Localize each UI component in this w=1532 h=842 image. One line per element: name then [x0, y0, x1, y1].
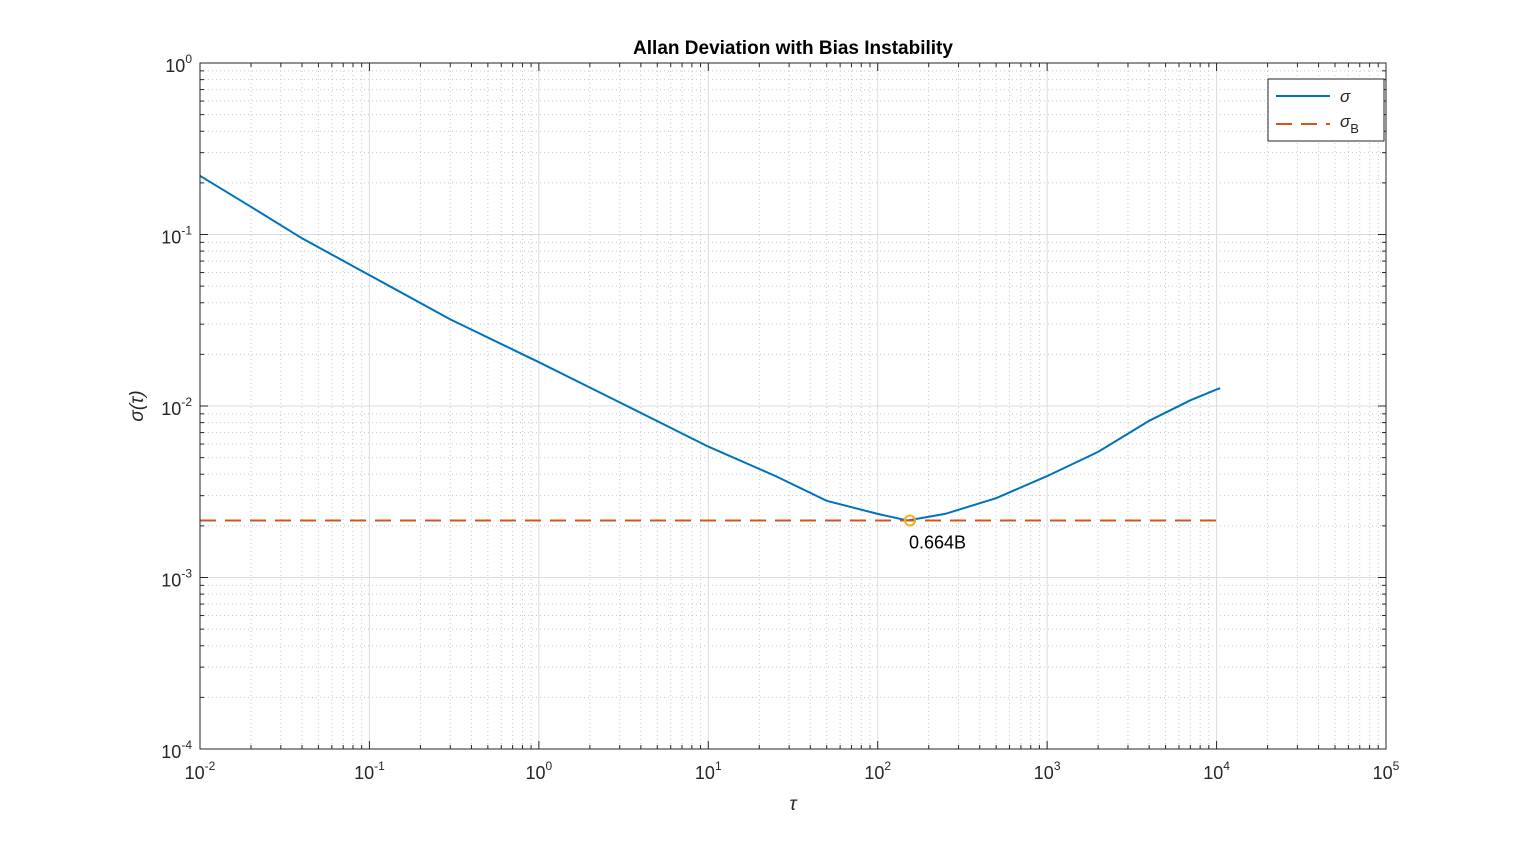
y-tick-label: 10-3: [161, 567, 192, 591]
x-tick-label: 10-2: [185, 759, 216, 783]
legend-sigma-label: σ: [1340, 87, 1351, 106]
minimum-annotation: 0.664B: [909, 532, 966, 552]
x-tick-exponent: 0: [546, 759, 553, 773]
x-tick-label: 105: [1373, 759, 1400, 783]
x-tick-label: 102: [864, 759, 891, 783]
legend: σ σB: [1267, 78, 1385, 142]
series-sigma-line: [199, 174, 1221, 522]
legend-box: [1267, 78, 1385, 142]
y-axis-label: σ(τ): [127, 390, 148, 421]
x-tick-exponent: 2: [884, 759, 891, 773]
y-tick-exponent: -2: [181, 395, 192, 409]
x-tick-labels: 10-2 10-1 100 101 102 103 104 105: [185, 759, 1400, 783]
tick-marks: [199, 62, 1387, 750]
x-tick-exponent: 5: [1393, 759, 1400, 773]
x-tick-base: 10: [1203, 763, 1223, 783]
x-tick-base: 10: [1373, 763, 1393, 783]
legend-sigma-b-label: σB: [1340, 112, 1359, 136]
x-tick-exponent: -2: [205, 759, 216, 773]
x-tick-exponent: 4: [1223, 759, 1230, 773]
series-layer: [199, 174, 1221, 522]
legend-sigma-b-main: σ: [1340, 112, 1351, 131]
x-tick-exponent: 1: [715, 759, 722, 773]
y-tick-exponent: -4: [181, 738, 192, 752]
minor-grid: [200, 63, 1386, 749]
y-tick-base: 10: [161, 571, 181, 591]
x-tick-base: 10: [1034, 763, 1054, 783]
y-tick-label: 100: [165, 52, 192, 76]
major-grid: [199, 62, 1387, 750]
y-tick-base: 10: [161, 228, 181, 248]
y-tick-exponent: 0: [185, 52, 192, 66]
y-tick-base: 10: [165, 56, 185, 76]
y-tick-label: 10-2: [161, 395, 192, 419]
x-tick-base: 10: [864, 763, 884, 783]
x-tick-base: 10: [525, 763, 545, 783]
x-tick-exponent: 3: [1054, 759, 1061, 773]
y-tick-exponent: -3: [181, 567, 192, 581]
x-tick-label: 10-1: [354, 759, 385, 783]
y-tick-exponent: -1: [181, 224, 192, 238]
x-tick-label: 101: [695, 759, 722, 783]
x-tick-label: 103: [1034, 759, 1061, 783]
x-tick-label: 104: [1203, 759, 1230, 783]
x-tick-base: 10: [185, 763, 205, 783]
x-tick-base: 10: [695, 763, 715, 783]
chart-title: Allan Deviation with Bias Instability: [633, 38, 953, 59]
x-axis-label: τ: [789, 794, 798, 815]
y-tick-base: 10: [161, 399, 181, 419]
plot-area: 0.664B: [199, 62, 1387, 750]
y-tick-label: 10-1: [161, 224, 192, 248]
y-tick-label: 10-4: [161, 738, 192, 762]
minimum-marker: [903, 514, 916, 527]
legend-sigma-b-sub: B: [1350, 121, 1359, 136]
x-tick-exponent: -1: [374, 759, 385, 773]
y-tick-base: 10: [161, 742, 181, 762]
x-tick-base: 10: [354, 763, 374, 783]
x-tick-label: 100: [525, 759, 552, 783]
